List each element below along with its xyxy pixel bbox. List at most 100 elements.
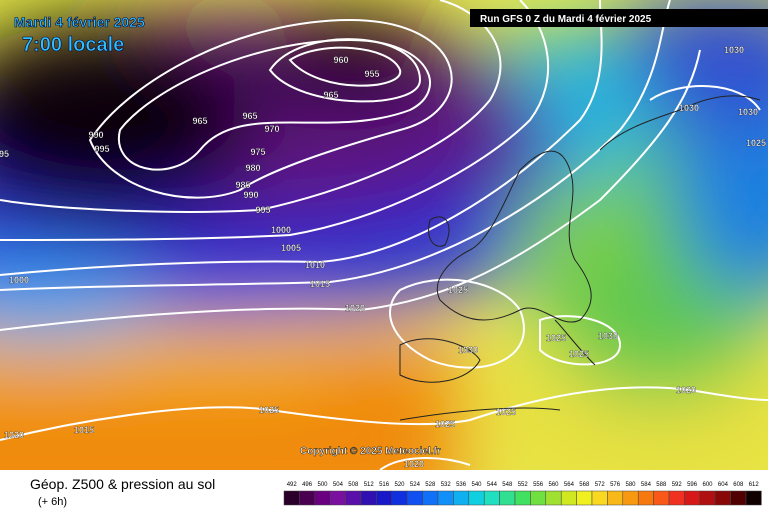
scale-label: 568 (579, 482, 590, 488)
isobar-label: 995 (255, 205, 270, 215)
scale-swatch (329, 490, 346, 506)
scale-swatch (560, 490, 577, 506)
scale-label: 492 (287, 482, 298, 488)
scale-label: 548 (502, 482, 513, 488)
isobar-label: 1030 (458, 345, 478, 355)
isobar-label: 1025 (496, 407, 516, 417)
isobar-label: 960 (333, 55, 348, 65)
run-text: Run GFS 0 Z du Mardi 4 février 2025 (480, 14, 652, 25)
scale-label: 528 (425, 482, 436, 488)
scale-swatch (376, 490, 393, 506)
isobar-label: 1020 (4, 430, 24, 440)
isobar-label: 955 (364, 69, 379, 79)
scale-label: 508 (348, 482, 359, 488)
isobar-label: 1025 (259, 405, 279, 415)
scale-swatch (622, 490, 639, 506)
scale-label: 516 (379, 482, 390, 488)
footer-title: Géop. Z500 & pression au sol (30, 476, 215, 492)
scale-label: 496 (302, 482, 313, 488)
scale-label: 544 (487, 482, 498, 488)
isobar-label: 980 (245, 163, 260, 173)
scale-swatch (684, 490, 701, 506)
scale-swatch (437, 490, 454, 506)
isobar-label: 990 (243, 190, 258, 200)
scale-swatch (514, 490, 531, 506)
scale-swatch (345, 490, 362, 506)
scale-swatch (714, 490, 731, 506)
isobar-label: 990 (88, 130, 103, 140)
scale-swatch (668, 490, 685, 506)
isobar-label: 1005 (281, 243, 301, 253)
scale-label: 520 (394, 482, 405, 488)
isobar-label: 1010 (305, 260, 325, 270)
scale-swatch (360, 490, 377, 506)
isobar-label: 1020 (404, 459, 424, 469)
scale-swatch (545, 490, 562, 506)
scale-swatch (314, 490, 331, 506)
isobar-label: 965 (323, 90, 338, 100)
isobar-label: 95 (0, 149, 9, 159)
scale-swatch (653, 490, 670, 506)
scale-label: 524 (410, 482, 421, 488)
isobar-label: 975 (250, 147, 265, 157)
date-text: Mardi 4 février 2025 (14, 14, 145, 30)
scale-swatch (483, 490, 500, 506)
scale-swatch (468, 490, 485, 506)
footer-subtitle: (+ 6h) (38, 496, 67, 508)
isobar-label: 965 (192, 116, 207, 126)
color-scale: 492 496 500 504 508 512 516 520 524 528 532 536 540 5… (283, 482, 762, 506)
scale-label: 612 (749, 482, 760, 488)
isobar-label: 965 (242, 111, 257, 121)
isobar-label: 1015 (310, 279, 330, 289)
isobar-label: 1025 (448, 285, 468, 295)
scale-label: 556 (533, 482, 544, 488)
scale-label: 512 (364, 482, 375, 488)
isobar-label: 1025 (746, 138, 766, 148)
scale-swatch (283, 490, 300, 506)
copyright: Copyright © 2025 Meteociel.fr (300, 446, 441, 457)
scale-label: 552 (518, 482, 529, 488)
isobar-label: 1025 (546, 333, 566, 343)
scale-label: 560 (548, 482, 559, 488)
isobars (0, 0, 768, 470)
isobar-label: 985 (235, 180, 250, 190)
scale-label: 536 (456, 482, 467, 488)
scale-label: 596 (687, 482, 698, 488)
scale-label: 584 (641, 482, 652, 488)
isobar-label: 1025 (569, 349, 589, 359)
scale-label: 576 (610, 482, 621, 488)
scale-swatch (576, 490, 593, 506)
isobar-label: 1030 (724, 45, 744, 55)
isobar-label: 1030 (679, 103, 699, 113)
scale-label: 504 (333, 482, 344, 488)
isobar-label: 970 (264, 124, 279, 134)
scale-swatch (406, 490, 423, 506)
scale-label: 580 (625, 482, 636, 488)
scale-label: 608 (733, 482, 744, 488)
scale-swatch (607, 490, 624, 506)
scale-label: 540 (471, 482, 482, 488)
scale-swatch (699, 490, 716, 506)
scale-swatch (499, 490, 516, 506)
scale-label: 588 (656, 482, 667, 488)
scale-swatch (422, 490, 439, 506)
scale-label: 532 (441, 482, 452, 488)
scale-label: 604 (718, 482, 729, 488)
scale-swatch (530, 490, 547, 506)
time-text: 7:00 locale (22, 34, 124, 56)
run-banner (470, 9, 768, 27)
scale-label: 592 (672, 482, 683, 488)
scale-swatch (745, 490, 762, 506)
scale-swatch (453, 490, 470, 506)
scale-swatch (637, 490, 654, 506)
isobar-label: 1020 (345, 303, 365, 313)
scale-swatch (391, 490, 408, 506)
isobar-label: 995 (94, 144, 109, 154)
coastlines (399, 95, 761, 421)
scale-label: 564 (564, 482, 575, 488)
scale-label: 572 (595, 482, 606, 488)
isobar-label: 1020 (676, 385, 696, 395)
